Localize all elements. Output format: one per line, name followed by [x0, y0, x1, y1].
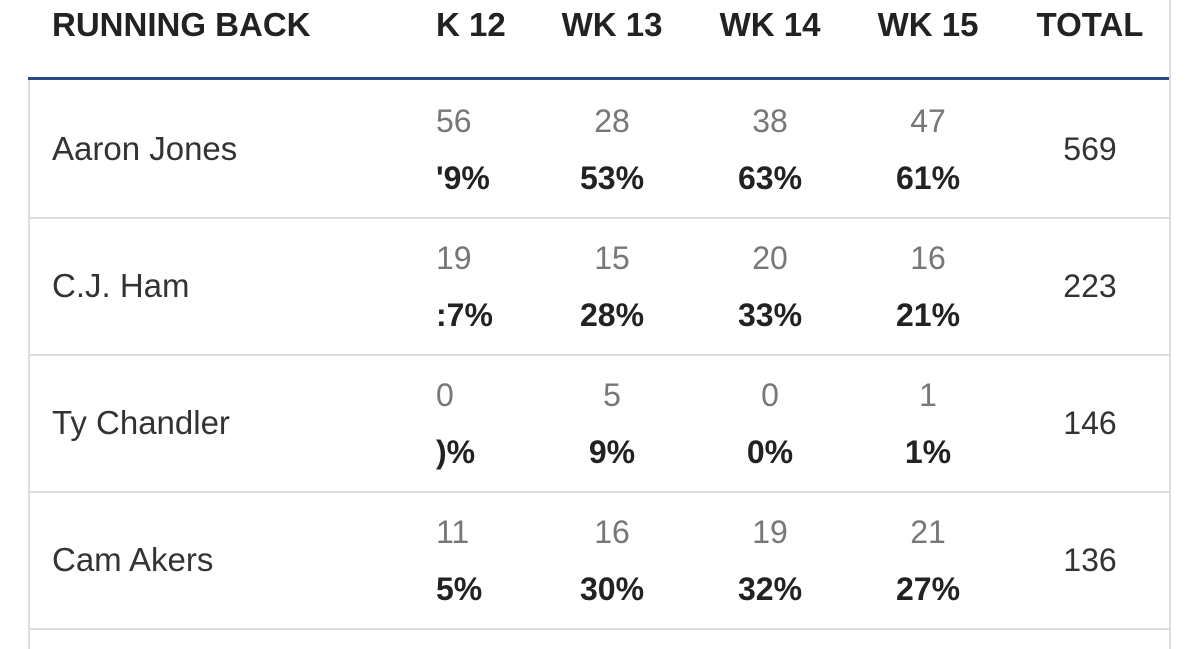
row-separator [28, 628, 1171, 630]
snap-count: 56 [436, 103, 472, 139]
snap-count: 38 [752, 103, 788, 139]
snap-percent: )% [436, 434, 476, 470]
total: 146 [1063, 405, 1117, 441]
column-header: TOTAL [1036, 6, 1144, 43]
column-header: RUNNING BACK [52, 6, 311, 43]
snap-percent: 61% [895, 160, 961, 196]
snap-percent: 9% [588, 434, 636, 470]
player-name: Aaron Jones [52, 130, 238, 167]
snap-percent: 32% [737, 571, 803, 607]
column-header: K 12 [436, 6, 506, 43]
snap-percent: 0% [746, 434, 794, 470]
snap-percent: :7% [436, 297, 493, 333]
snap-percent: '9% [436, 160, 490, 196]
snap-count: 20 [752, 240, 788, 276]
snap-percent: 53% [579, 160, 645, 196]
snap-count: 47 [910, 103, 946, 139]
snap-count: 19 [436, 240, 472, 276]
snap-percent: 28% [579, 297, 645, 333]
snap-percent: 27% [895, 571, 961, 607]
snap-count: 5 [603, 377, 621, 413]
snap-count: 16 [594, 514, 630, 550]
snap-count: 21 [910, 514, 946, 550]
row-separator [28, 217, 1171, 219]
column-header: WK 14 [719, 6, 821, 43]
left-border [28, 80, 30, 649]
snap-count: 0 [436, 377, 454, 413]
header-rule [28, 77, 1171, 80]
column-header: WK 13 [561, 6, 663, 43]
snap-percent: 30% [579, 571, 645, 607]
snap-count: 19 [752, 514, 788, 550]
total: 569 [1063, 131, 1117, 167]
total: 223 [1063, 268, 1117, 304]
player-name: Cam Akers [52, 541, 214, 578]
total: 136 [1063, 542, 1117, 578]
snap-count: 16 [910, 240, 946, 276]
player-name: C.J. Ham [52, 267, 190, 304]
row-separator [28, 491, 1171, 493]
snap-percent: 1% [904, 434, 952, 470]
snap-percent: 33% [737, 297, 803, 333]
player-name: Ty Chandler [52, 404, 230, 441]
snap-percent: 63% [737, 160, 803, 196]
snap-percent: 5% [436, 571, 483, 607]
column-header: WK 15 [877, 6, 979, 43]
snap-percent: 21% [895, 297, 961, 333]
snap-count: 0 [761, 377, 779, 413]
right-border [1169, 0, 1171, 649]
snap-count: 28 [594, 103, 630, 139]
snap-count: 11 [436, 514, 470, 550]
snap-count: 1 [919, 377, 937, 413]
snap-count: 15 [594, 240, 630, 276]
row-separator [28, 354, 1171, 356]
